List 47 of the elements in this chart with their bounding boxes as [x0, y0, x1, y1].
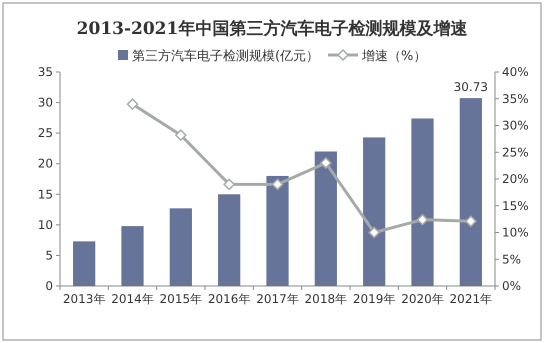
x-tick-label: 2018年 — [304, 292, 348, 306]
y2-tick-label: 0% — [502, 279, 522, 293]
y-tick-label: 15 — [38, 187, 53, 202]
bar — [170, 208, 192, 286]
bar — [363, 137, 386, 286]
y2-tick-label: 35% — [502, 92, 529, 106]
y-tick-label: 5 — [45, 248, 53, 262]
bar — [121, 226, 144, 286]
chart-title: 2013-2021年中国第三方汽车电子检测规模及增速 — [76, 19, 468, 39]
point — [126, 98, 138, 110]
bar — [314, 151, 337, 286]
y-tick-label: 35 — [38, 65, 53, 79]
data-label: 30.73 — [454, 80, 488, 94]
y-tick-label: 25 — [38, 126, 53, 140]
x-tick-label: 2017年 — [256, 292, 299, 306]
y-tick-label: 10 — [38, 218, 53, 232]
y-tick-label: 0 — [45, 279, 53, 293]
y2-tick-label: 5% — [502, 252, 522, 266]
y-tick-label: 30 — [38, 96, 53, 110]
point — [272, 178, 284, 190]
point — [368, 226, 380, 238]
x-tick-label: 2021年 — [450, 292, 492, 306]
x-tick-label: 2020年 — [401, 292, 444, 306]
y-tick-label: 20 — [38, 156, 53, 171]
x-tick-label: 2019年 — [352, 292, 396, 306]
x-tick-label: 2013年 — [62, 292, 106, 306]
y2-tick-label: 10% — [502, 226, 529, 240]
y2-tick-label: 30% — [502, 118, 529, 132]
bar — [411, 118, 434, 286]
point — [223, 178, 235, 190]
x-tick-label: 2016年 — [208, 292, 250, 306]
legend-label: 增速（%） — [361, 49, 426, 64]
y2-tick-label: 15% — [502, 198, 529, 213]
bar — [460, 98, 482, 286]
y2-tick-label: 25% — [502, 145, 529, 160]
x-tick-label: 2014年 — [111, 292, 154, 306]
bar — [266, 176, 289, 286]
legend-label: 第三方汽车电子检测规模(亿元） — [132, 48, 320, 64]
point — [416, 214, 428, 226]
y2-tick-label: 40% — [502, 65, 529, 79]
x-tick-label: 2015年 — [160, 292, 202, 306]
point — [465, 216, 477, 228]
point — [320, 157, 332, 169]
bar — [218, 194, 240, 286]
y2-tick-label: 20% — [502, 172, 529, 186]
bar — [73, 241, 96, 286]
point — [175, 129, 187, 141]
